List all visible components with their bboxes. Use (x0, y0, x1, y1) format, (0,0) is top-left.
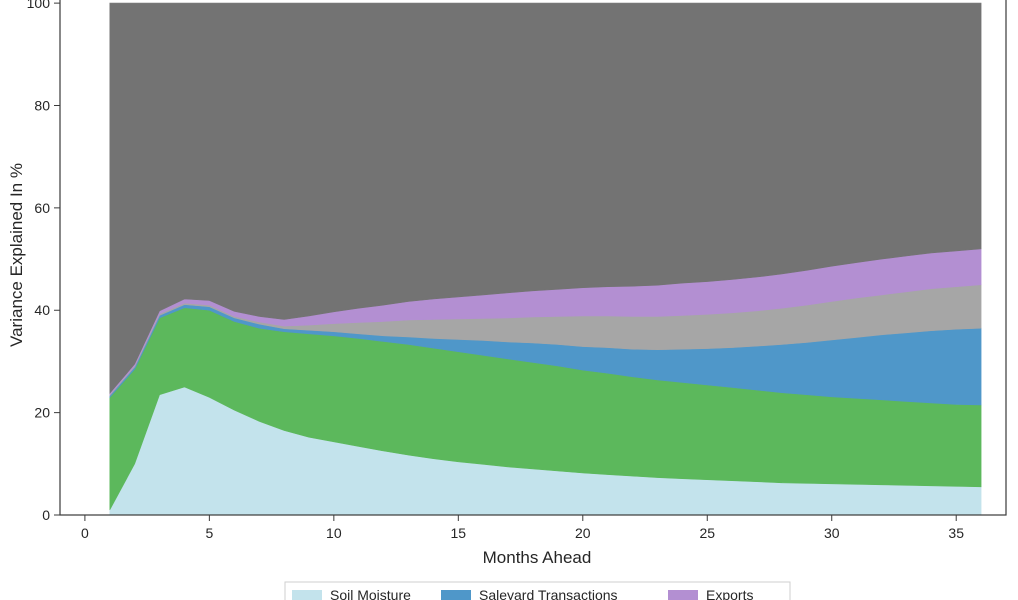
x-tick-label: 10 (326, 525, 342, 541)
x-tick-label: 15 (451, 525, 467, 541)
legend: Soil Moisture Saleyard Transactions Export… (284, 581, 791, 600)
x-tick-label: 30 (824, 525, 840, 541)
x-tick-label: 20 (575, 525, 591, 541)
legend-items: Soil Moisture Saleyard Transactions Export… (292, 587, 753, 600)
legend-label-saleyard-transactions: Saleyard Transactions (479, 587, 618, 600)
y-tick-label: 60 (34, 200, 50, 216)
x-tick-label: 5 (205, 525, 213, 541)
y-tick-label: 0 (42, 507, 50, 523)
legend-swatch-soil-moisture (292, 590, 322, 600)
y-axis-ticks: 0 20 40 60 80 100 (27, 0, 60, 523)
y-tick-label: 40 (34, 302, 50, 318)
y-tick-label: 80 (34, 97, 50, 113)
plot-frame (59, 0, 1007, 516)
y-axis-title: Variance Explained In % (7, 163, 26, 347)
x-axis-ticks: 0 5 10 15 20 25 30 35 (81, 515, 964, 541)
x-tick-label: 25 (699, 525, 715, 541)
x-axis-title: Months Ahead (483, 548, 592, 567)
legend-label-exports: Exports (706, 587, 753, 600)
y-tick-label: 20 (34, 405, 50, 421)
y-tick-label: 100 (27, 0, 51, 11)
legend-swatch-saleyard-transactions (441, 590, 471, 600)
x-tick-label: 0 (81, 525, 89, 541)
legend-swatch-exports (668, 590, 698, 600)
x-tick-label: 35 (948, 525, 964, 541)
area-layer-6 (109, 2, 982, 395)
legend-box (284, 581, 791, 600)
area-layers (109, 2, 982, 516)
legend-label-soil-moisture: Soil Moisture (330, 587, 411, 600)
